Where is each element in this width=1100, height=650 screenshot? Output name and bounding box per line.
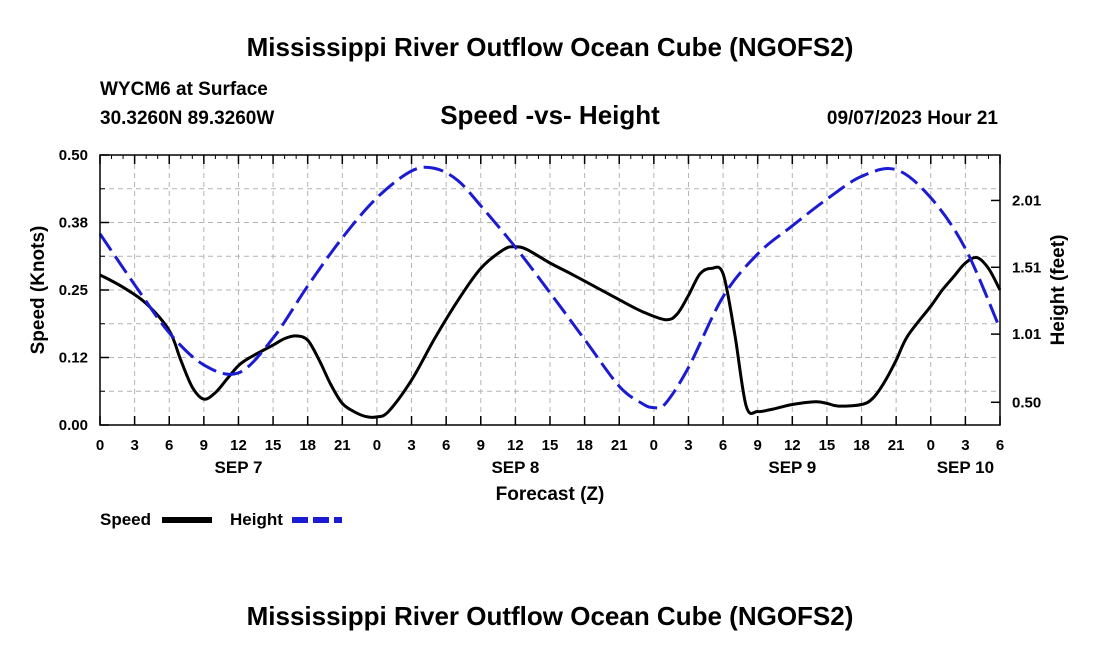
y-tick-label: 0.00 xyxy=(59,417,88,434)
x-tick-label: 21 xyxy=(611,437,628,454)
date-label: SEP 8 xyxy=(491,458,539,477)
y2-tick-labels: 0.50 1.01 1.51 2.01 xyxy=(1012,192,1041,411)
x-tick-label: 12 xyxy=(230,437,247,454)
location-label: 30.3260N 89.3260W xyxy=(100,108,274,129)
x-tick-label: 15 xyxy=(542,437,559,454)
y2-tick-label: 1.51 xyxy=(1012,259,1041,276)
x-tick-label: 9 xyxy=(477,437,485,454)
x-tick-label: 12 xyxy=(507,437,524,454)
x-tick-label: 0 xyxy=(373,437,381,454)
repeated-chart-title: Mississippi River Outflow Ocean Cube (NG… xyxy=(247,601,854,631)
x-tick-label: 21 xyxy=(888,437,905,454)
x-tick-label: 18 xyxy=(853,437,870,454)
x-tick-label: 6 xyxy=(996,437,1004,454)
x-tick-label: 3 xyxy=(407,437,415,454)
date-labels: SEP 7 SEP 8 SEP 9 SEP 10 xyxy=(215,458,995,477)
x-tick-label: 12 xyxy=(784,437,801,454)
y2-axis-label: Height (feet) xyxy=(1048,235,1069,346)
timestamp-label: 09/07/2023 Hour 21 xyxy=(827,108,999,129)
x-tick-label: 18 xyxy=(299,437,316,454)
date-label: SEP 10 xyxy=(937,458,994,477)
date-label: SEP 7 xyxy=(215,458,263,477)
series-line-height xyxy=(98,165,1002,410)
series-lines xyxy=(98,165,1002,419)
chart-title: Mississippi River Outflow Ocean Cube (NG… xyxy=(247,32,854,62)
x-tick-label: 3 xyxy=(961,437,969,454)
legend: Speed Height xyxy=(100,510,342,529)
x-tick-label: 6 xyxy=(165,437,173,454)
series-line-speed xyxy=(99,245,1002,419)
x-tick-label: 6 xyxy=(442,437,450,454)
x-tick-label: 15 xyxy=(265,437,282,454)
x-tick-label: 3 xyxy=(130,437,138,454)
x-tick-label: 0 xyxy=(96,437,104,454)
x-tick-label: 21 xyxy=(334,437,351,454)
x-tick-label: 15 xyxy=(819,437,836,454)
y-tick-label: 0.50 xyxy=(59,147,88,164)
x-tick-label: 9 xyxy=(754,437,762,454)
y-tick-label: 0.25 xyxy=(59,282,88,299)
x-tick-labels: 0 3 6 9 12 15 18 21 0 3 6 9 12 15 18 21 0 3 6 9 12 15 18 21 0 3 6 xyxy=(96,437,1004,454)
legend-speed-label: Speed xyxy=(100,510,151,529)
legend-height-label: Height xyxy=(230,510,283,529)
y-axis-label: Speed (Knots) xyxy=(28,226,49,355)
y-tick-labels: 0.00 0.12 0.25 0.38 0.50 xyxy=(59,147,88,434)
y-tick-label: 0.12 xyxy=(59,350,88,367)
x-tick-label: 0 xyxy=(927,437,935,454)
x-tick-label: 9 xyxy=(200,437,208,454)
x-tick-label: 0 xyxy=(650,437,658,454)
y2-tick-label: 1.01 xyxy=(1012,326,1041,343)
y2-tick-label: 2.01 xyxy=(1012,192,1041,209)
plot-frame xyxy=(99,154,1001,426)
x-tick-label: 18 xyxy=(576,437,593,454)
x-tick-label: 3 xyxy=(684,437,692,454)
y-tick-label: 0.38 xyxy=(59,215,88,232)
chart-subtitle: Speed -vs- Height xyxy=(440,100,660,130)
x-axis-label: Forecast (Z) xyxy=(496,484,605,505)
x-tick-label: 6 xyxy=(719,437,727,454)
station-label: WYCM6 at Surface xyxy=(100,79,268,100)
date-label: SEP 9 xyxy=(768,458,816,477)
y2-tick-label: 0.50 xyxy=(1012,394,1041,411)
grid-lines xyxy=(100,155,1000,425)
